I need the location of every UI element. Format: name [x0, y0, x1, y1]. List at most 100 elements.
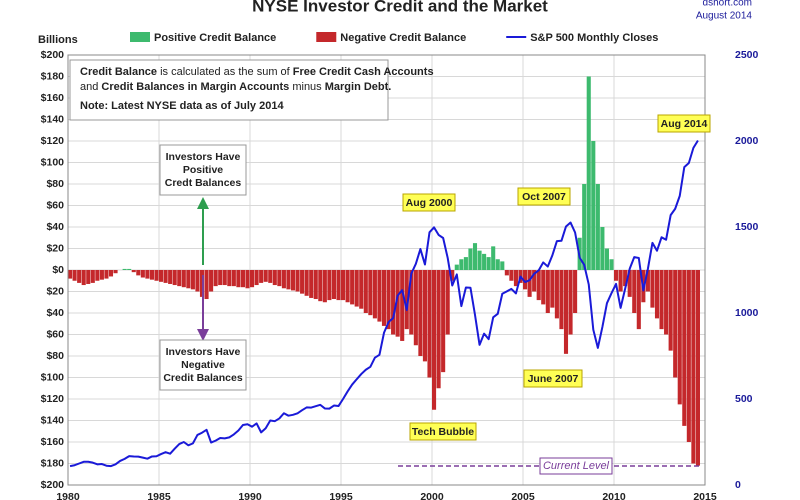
legend-label: Negative Credit Balance — [340, 32, 466, 44]
bar — [318, 270, 323, 302]
annotation: Credt Balances — [165, 177, 242, 189]
bar — [122, 268, 127, 270]
note-line: and Credit Balances in Margin Accounts m… — [80, 81, 391, 93]
line — [69, 139, 699, 468]
callout-box — [409, 422, 477, 441]
callout: Aug 2014 — [661, 118, 708, 130]
bar — [236, 270, 241, 288]
bar — [391, 270, 396, 335]
bar — [331, 270, 336, 300]
y-tick-label: $120 — [41, 393, 65, 405]
bar — [536, 270, 541, 301]
annotation: Investors Have — [166, 346, 241, 358]
bar — [491, 246, 496, 270]
bar — [504, 270, 509, 276]
bar — [181, 270, 186, 288]
bar — [381, 270, 387, 326]
bar — [359, 270, 364, 309]
bar — [500, 261, 505, 270]
bar — [95, 270, 100, 281]
date: August 2014 — [696, 11, 753, 22]
bar — [563, 270, 569, 354]
x-tick-label: 2010 — [602, 491, 626, 500]
bar — [281, 270, 286, 289]
bar — [541, 270, 546, 305]
annotation-box — [159, 144, 247, 196]
bar — [186, 270, 191, 289]
bar — [591, 141, 596, 270]
bar — [245, 270, 250, 289]
y-tick-label: $40 — [46, 221, 64, 233]
bar — [568, 270, 573, 335]
bar — [650, 270, 655, 308]
bar — [159, 270, 164, 282]
bar — [304, 270, 309, 296]
bar — [250, 270, 255, 288]
bar — [309, 270, 314, 298]
legend-swatch — [316, 32, 337, 42]
bar — [149, 270, 154, 280]
y2-tick-label: 1500 — [735, 221, 759, 233]
bar — [313, 270, 318, 300]
bar — [673, 270, 678, 378]
y-tick-label: $120 — [41, 135, 65, 147]
bar — [513, 270, 518, 287]
bar — [259, 270, 264, 283]
bar — [645, 270, 650, 292]
bar — [104, 270, 109, 279]
bar — [573, 270, 578, 313]
bar — [163, 270, 168, 283]
bar — [154, 270, 159, 281]
bar — [86, 270, 91, 284]
bar — [68, 270, 73, 279]
annotation: Credit Balances — [163, 372, 243, 384]
bar — [436, 270, 441, 389]
bar — [509, 270, 514, 281]
bar — [90, 270, 95, 283]
bar — [427, 270, 432, 378]
y-tick-label: $60 — [46, 199, 64, 211]
bar — [81, 270, 86, 286]
bar — [486, 257, 491, 270]
bar — [327, 270, 332, 301]
bar — [300, 270, 305, 294]
bar — [686, 270, 691, 442]
chart-title: NYSE Investor Credit and the Market — [252, 0, 548, 15]
y-tick-label: $180 — [41, 457, 65, 469]
x-tick-label: 2000 — [420, 491, 444, 500]
callout: Aug 2000 — [406, 197, 453, 209]
bar — [604, 248, 609, 270]
bar — [413, 270, 418, 346]
bar — [463, 257, 468, 270]
y-tick-label: $160 — [41, 92, 65, 104]
bar — [623, 270, 628, 287]
bar — [409, 270, 414, 335]
source: dshort.com — [703, 0, 752, 9]
bar — [341, 270, 346, 301]
bar — [609, 259, 614, 270]
bar — [354, 270, 359, 307]
legend-label: S&P 500 Monthly Closes — [530, 32, 658, 44]
bar — [422, 270, 427, 362]
callout-box — [517, 187, 571, 206]
bar — [322, 270, 327, 303]
callout: Tech Bubble — [412, 426, 474, 438]
y-axis-label: Billions — [38, 34, 78, 46]
bar — [172, 270, 177, 286]
y2-tick-label: 500 — [735, 393, 753, 405]
bar — [268, 270, 273, 283]
y-tick-label: $60 — [46, 328, 64, 340]
bar — [595, 184, 600, 270]
y-tick-label: $40 — [46, 307, 64, 319]
bar — [72, 270, 77, 281]
bar — [209, 270, 214, 292]
callout-box — [657, 114, 711, 133]
bar — [77, 270, 82, 283]
bar — [627, 270, 632, 297]
bar — [614, 270, 619, 281]
bar — [632, 270, 637, 313]
y2-tick-label: 2000 — [735, 135, 759, 147]
y2-tick-label: 0 — [735, 479, 741, 491]
bar — [227, 270, 232, 287]
note-line: Note: Latest NYSE data as of July 2014 — [80, 100, 284, 112]
